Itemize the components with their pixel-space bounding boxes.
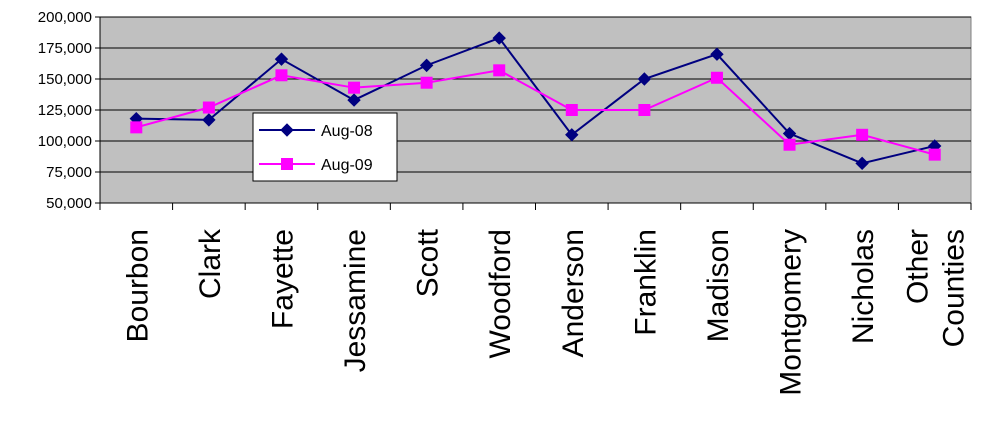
y-tick-label: 175,000 (38, 40, 92, 57)
series-1 (129, 31, 942, 171)
x-category-label-line: Bourbon (121, 229, 154, 342)
data-point (275, 69, 288, 82)
x-category-label: Montgomery (775, 229, 808, 396)
data-point (638, 104, 651, 116)
data-point (928, 148, 941, 161)
x-category-label-line: Montgomery (775, 229, 808, 396)
data-point (710, 71, 723, 84)
legend-item: Aug-08 (259, 123, 373, 140)
data-point (493, 64, 506, 77)
x-category-label: Woodford (484, 229, 517, 359)
x-category-label: Scott (412, 228, 445, 297)
data-point (565, 104, 578, 116)
y-tick-label: 125,000 (38, 102, 92, 119)
x-category-label-line: Counties (938, 229, 971, 347)
data-point (856, 128, 869, 141)
x-category-label: Other Counties (902, 229, 971, 347)
data-point (130, 121, 143, 134)
data-point (710, 47, 724, 61)
legend-box (252, 112, 398, 182)
x-category-label-line: Franklin (629, 229, 662, 336)
y-tick-label: 150,000 (38, 71, 92, 88)
data-point (347, 93, 361, 107)
y-tick-label: 50,000 (46, 195, 92, 212)
series-line (136, 36, 935, 165)
x-category-label-line: Woodford (484, 229, 517, 359)
data-point (348, 81, 361, 94)
series-line (136, 69, 935, 156)
legend-item: Aug-09 (259, 157, 373, 174)
legend-marker (281, 158, 293, 170)
legend-marker (280, 123, 294, 137)
data-point (420, 76, 433, 89)
y-axis-tick-labels: 200,000 175,000 150,000 125,000 100,000 75,00… (38, 9, 92, 212)
data-point (855, 156, 869, 171)
x-category-label: Bourbon (121, 229, 154, 342)
x-category-label-line: Madison (702, 229, 735, 342)
x-category-label-line: Nicholas (847, 229, 880, 344)
x-category-label: Clark (194, 228, 227, 299)
x-category-label-line: Clark (194, 228, 227, 299)
series-2 (130, 64, 941, 161)
x-category-label: Nicholas (847, 229, 880, 344)
series-group (129, 31, 942, 171)
y-tick-label: 100,000 (38, 133, 92, 150)
x-category-label-line: Jessamine (339, 229, 372, 372)
data-point (419, 58, 434, 73)
x-category-label: Franklin (629, 229, 662, 336)
data-point (565, 128, 579, 142)
data-point (202, 113, 216, 127)
x-axis-category-labels: Bourbon Clark Fayette Jessamine Scott Woodfor… (121, 228, 970, 396)
x-category-label-line: Other (902, 229, 935, 304)
axes (95, 16, 972, 210)
x-category-label: Anderson (557, 229, 590, 357)
x-category-label-line: Fayette (266, 229, 299, 329)
x-category-label-line: Scott (412, 228, 445, 297)
data-point (274, 52, 289, 66)
y-tick-label: 75,000 (46, 164, 92, 181)
x-category-label: Jessamine (339, 229, 372, 372)
data-point (783, 138, 796, 151)
y-tick-label: 200,000 (38, 9, 92, 26)
legend: Aug-08 Aug-09 (252, 112, 398, 182)
x-category-label: Fayette (266, 229, 299, 329)
legend-label: Aug-08 (321, 123, 373, 140)
x-category-label-line: Anderson (557, 229, 590, 357)
legend-label: Aug-09 (321, 157, 373, 174)
data-point (202, 101, 215, 114)
data-point (492, 31, 506, 45)
data-point (637, 72, 652, 86)
x-category-label: Madison (702, 229, 735, 342)
